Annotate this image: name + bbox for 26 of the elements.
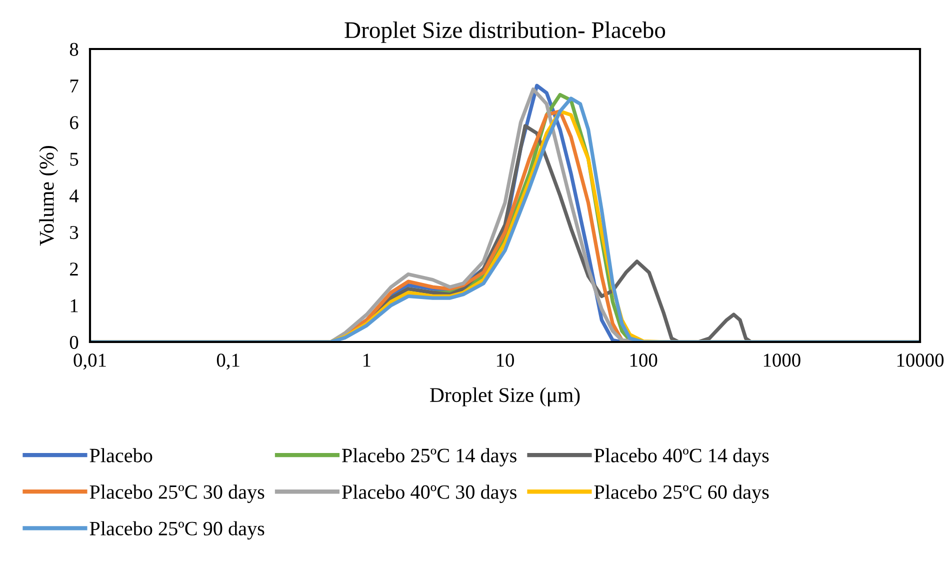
legend-label: Placebo 40ºC 30 days xyxy=(342,484,516,504)
y-tick-label: 0 xyxy=(70,336,78,349)
legend-label: Placebo 25ºC 90 days xyxy=(90,521,264,540)
chart-title: Droplet Size distribution- Placebo xyxy=(344,22,666,43)
x-axis-title: Droplet Size (μm) xyxy=(430,387,580,406)
y-tick-label: 2 xyxy=(70,262,78,276)
y-tick-label: 7 xyxy=(70,80,78,92)
x-tick-label: 0,01 xyxy=(74,354,106,370)
y-axis-title: Volume (%) xyxy=(39,146,58,246)
x-tick-label: 0,1 xyxy=(216,354,240,370)
y-tick-label: 5 xyxy=(70,152,78,166)
legend-label: Placebo 40ºC 14 days xyxy=(594,448,769,466)
x-tick-label: 10000 xyxy=(897,354,944,367)
legend-label: Placebo 25ºC 14 days xyxy=(342,448,516,466)
y-tick-label: 4 xyxy=(70,189,79,202)
legend-label: Placebo 25ºC 60 days xyxy=(594,484,769,504)
x-tick-label: 1000 xyxy=(764,354,800,367)
legend-label: Placebo 25ºC 30 days xyxy=(90,484,264,503)
y-tick-label: 1 xyxy=(70,299,78,312)
y-tick-label: 8 xyxy=(70,42,78,56)
x-tick-label: 1 xyxy=(364,354,370,367)
legend-label: Placebo xyxy=(90,448,152,462)
y-tick-label: 6 xyxy=(70,116,78,130)
y-tick-label: 3 xyxy=(70,226,78,240)
x-tick-label: 10 xyxy=(496,354,514,367)
x-tick-label: 100 xyxy=(630,354,658,367)
